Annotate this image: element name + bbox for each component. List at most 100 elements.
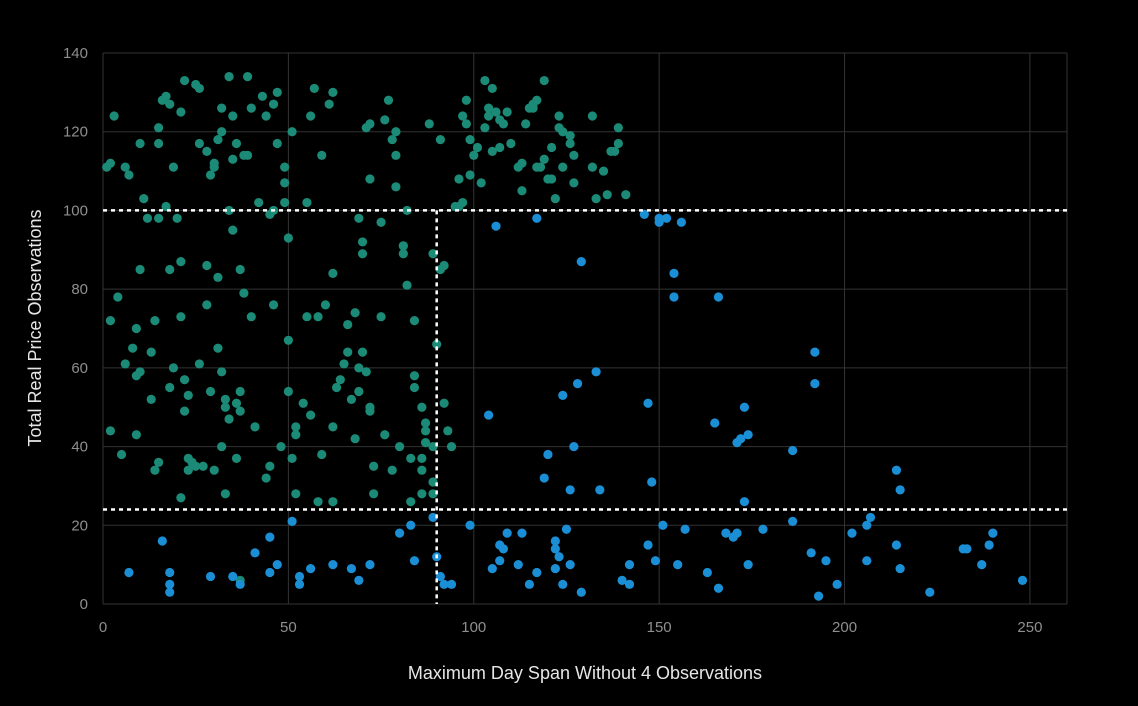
data-point-qualifying bbox=[231, 453, 242, 463]
y-tick-label: 100 bbox=[63, 202, 88, 219]
data-point-other bbox=[962, 544, 972, 554]
data-point-qualifying bbox=[135, 367, 145, 377]
x-tick-label: 200 bbox=[832, 619, 857, 636]
data-point-other bbox=[721, 528, 731, 538]
reference-lines bbox=[103, 209, 1067, 604]
data-point-other bbox=[498, 544, 509, 554]
data-point-other bbox=[558, 579, 568, 589]
data-point-qualifying bbox=[535, 162, 546, 172]
data-point-qualifying bbox=[280, 178, 290, 188]
data-point-qualifying bbox=[224, 414, 234, 424]
data-point-other bbox=[595, 485, 605, 495]
data-point-qualifying bbox=[272, 87, 282, 97]
data-point-qualifying bbox=[268, 300, 279, 310]
y-tick-label: 0 bbox=[80, 596, 88, 613]
data-point-qualifying bbox=[109, 111, 119, 121]
x-tick-label: 150 bbox=[647, 619, 672, 636]
data-point-qualifying bbox=[331, 382, 342, 393]
data-point-qualifying bbox=[309, 83, 319, 94]
data-point-qualifying bbox=[391, 127, 401, 137]
data-point-qualifying bbox=[306, 410, 316, 420]
data-point-other bbox=[654, 217, 664, 227]
data-point-qualifying bbox=[306, 111, 316, 121]
data-point-qualifying bbox=[506, 138, 516, 149]
data-point-qualifying bbox=[346, 394, 357, 404]
data-point-qualifying bbox=[228, 111, 238, 121]
data-point-other bbox=[647, 477, 657, 487]
data-point-qualifying bbox=[131, 430, 141, 440]
data-point-other bbox=[439, 579, 449, 589]
y-tick-label: 120 bbox=[63, 124, 88, 141]
data-point-other bbox=[157, 536, 167, 546]
data-point-qualifying bbox=[257, 91, 268, 101]
data-point-qualifying bbox=[391, 150, 401, 160]
y-tick-label: 40 bbox=[71, 439, 88, 456]
y-tick-label: 60 bbox=[71, 360, 88, 377]
data-point-qualifying bbox=[587, 111, 598, 121]
data-point-qualifying bbox=[487, 83, 497, 94]
data-point-qualifying bbox=[387, 465, 397, 475]
data-point-qualifying bbox=[287, 453, 297, 463]
data-point-qualifying bbox=[539, 154, 549, 164]
data-point-qualifying bbox=[213, 272, 223, 282]
data-point-qualifying bbox=[165, 382, 175, 393]
data-point-qualifying bbox=[205, 170, 216, 180]
data-point-qualifying bbox=[179, 375, 190, 385]
data-point-qualifying bbox=[598, 166, 609, 176]
data-point-other bbox=[354, 575, 364, 585]
data-point-qualifying bbox=[361, 367, 371, 377]
data-point-qualifying bbox=[554, 111, 564, 121]
data-point-qualifying bbox=[380, 430, 390, 440]
data-point-other bbox=[524, 579, 534, 589]
data-point-other bbox=[228, 571, 238, 582]
data-point-qualifying bbox=[135, 264, 145, 275]
data-point-other bbox=[165, 567, 175, 578]
data-point-other bbox=[165, 587, 175, 597]
data-point-qualifying bbox=[328, 268, 338, 278]
data-point-qualifying bbox=[461, 119, 471, 129]
data-point-qualifying bbox=[465, 170, 475, 180]
data-point-qualifying bbox=[228, 225, 238, 235]
data-point-other bbox=[543, 449, 553, 460]
data-point-other bbox=[624, 579, 635, 589]
x-tick-label: 250 bbox=[1017, 619, 1042, 636]
data-point-qualifying bbox=[291, 489, 301, 499]
data-point-qualifying bbox=[569, 178, 579, 188]
data-point-other bbox=[673, 560, 683, 570]
data-point-other bbox=[643, 398, 653, 408]
data-point-other bbox=[532, 567, 542, 578]
data-point-qualifying bbox=[217, 127, 227, 137]
data-point-qualifying bbox=[320, 300, 331, 310]
data-point-other bbox=[643, 540, 653, 550]
data-point-qualifying bbox=[517, 158, 527, 168]
data-point-qualifying bbox=[250, 422, 260, 432]
x-axis-ticks: 0 50 100 150 200 250 bbox=[99, 619, 1043, 636]
data-point-other bbox=[984, 540, 994, 550]
data-point-other bbox=[328, 560, 338, 570]
data-point-qualifying bbox=[569, 150, 579, 160]
data-point-qualifying bbox=[350, 308, 360, 318]
data-point-qualifying bbox=[150, 316, 160, 326]
data-point-qualifying bbox=[265, 461, 275, 471]
data-point-qualifying bbox=[409, 382, 420, 393]
data-point-qualifying bbox=[154, 123, 164, 133]
data-point-other bbox=[495, 556, 505, 566]
data-point-qualifying bbox=[313, 497, 323, 507]
x-tick-label: 50 bbox=[280, 619, 297, 636]
data-point-qualifying bbox=[547, 174, 557, 184]
data-point-qualifying bbox=[610, 146, 620, 156]
data-point-qualifying bbox=[613, 123, 623, 133]
data-point-other bbox=[739, 497, 750, 507]
data-point-qualifying bbox=[165, 264, 175, 275]
data-point-qualifying bbox=[161, 91, 171, 101]
data-point-qualifying bbox=[205, 386, 216, 397]
data-point-qualifying bbox=[365, 119, 375, 129]
data-point-qualifying bbox=[328, 422, 338, 432]
data-point-qualifying bbox=[224, 205, 234, 216]
data-point-qualifying bbox=[565, 138, 575, 149]
data-point-other bbox=[813, 591, 824, 601]
x-tick-label: 100 bbox=[461, 619, 486, 636]
data-point-qualifying bbox=[354, 386, 364, 397]
data-point-other bbox=[810, 379, 820, 389]
